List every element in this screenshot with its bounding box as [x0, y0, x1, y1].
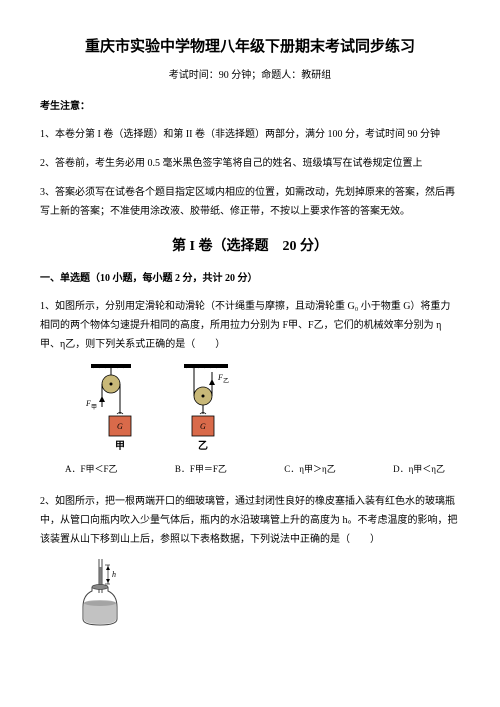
bottle-icon: h — [75, 557, 130, 629]
yi-label: 乙 — [198, 440, 208, 452]
jia-label: 甲 — [115, 440, 125, 452]
question-2-text: 2、如图所示，把一根两端开口的细玻璃管，通过封闭性良好的橡皮塞插入装有红色水的玻… — [40, 492, 460, 549]
notice-item-1: 1、本卷分第 I 卷（选择题）和第 II 卷（非选择题）两部分，满分 100 分… — [40, 125, 460, 144]
option-b: B．F甲＝F乙 — [175, 462, 227, 477]
section-heading: 第 I 卷（选择题 20 分） — [40, 235, 460, 259]
option-a: A．F甲＜F乙 — [65, 462, 118, 477]
notice-item-2: 2、答卷前，考生务必用 0.5 毫米黑色签字笔将自己的姓名、班级填写在试卷规定位… — [40, 154, 460, 173]
g-jia-label: G — [117, 422, 123, 431]
question-1-text: 1、如图所示，分别用定滑轮和动滑轮（不计绳重与摩擦，且动滑轮重 G₀ 小于物重 … — [40, 297, 460, 354]
f-jia-sub: 甲 — [91, 404, 97, 411]
h-label: h — [112, 570, 116, 579]
f-yi-sub: 乙 — [223, 378, 229, 385]
g-yi-label: G — [200, 422, 206, 431]
page-title: 重庆市实验中学物理八年级下册期末考试同步练习 — [40, 35, 460, 61]
option-d: D．η甲＜η乙 — [393, 462, 445, 477]
question-2-figure: h — [75, 557, 460, 629]
pulley-yi-icon: F 乙 G 乙 — [180, 364, 248, 452]
question-1-options: A．F甲＜F乙 B．F甲＝F乙 C．η甲＞η乙 D．η甲＜η乙 — [40, 462, 460, 477]
subtitle: 考试时间：90 分钟；命题人：教研组 — [40, 67, 460, 84]
subsection-heading: 一、单选题（10 小题，每小题 2 分，共计 20 分） — [40, 270, 460, 287]
notice-heading: 考生注意： — [40, 98, 460, 115]
notice-item-3: 3、答案必须写在试卷各个题目指定区域内相应的位置，如需改动，先划掉原来的答案，然… — [40, 183, 460, 221]
option-c: C．η甲＞η乙 — [284, 462, 335, 477]
pulley-jia-icon: F 甲 G 甲 — [85, 364, 140, 452]
question-1-figure: F 甲 G 甲 F 乙 G 乙 — [85, 364, 460, 452]
